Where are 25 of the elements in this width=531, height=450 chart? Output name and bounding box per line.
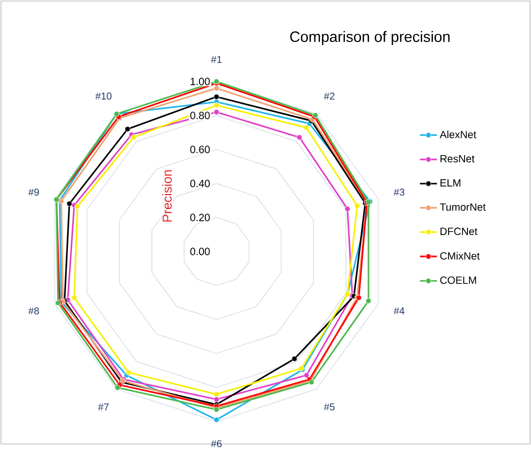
spoke-label: #5 bbox=[324, 403, 335, 410]
legend-label: AlexNet bbox=[440, 130, 476, 138]
legend-label: COELM bbox=[440, 276, 476, 284]
text: Precision bbox=[162, 170, 172, 222]
y-tick-label: 0.60 bbox=[190, 146, 210, 153]
legend-label: DFCNet bbox=[440, 227, 478, 235]
spoke-label: #6 bbox=[211, 440, 222, 447]
legend-label: ELM bbox=[440, 179, 460, 186]
spoke-label: #2 bbox=[324, 92, 334, 100]
y-tick-label: 0.00 bbox=[190, 248, 210, 255]
y-tick-label: 1.00 bbox=[190, 78, 210, 85]
legend-label: ResNet bbox=[440, 154, 474, 162]
spoke-label: #3 bbox=[394, 188, 404, 196]
spoke-label: #9 bbox=[28, 188, 39, 196]
spoke-label: #8 bbox=[28, 307, 39, 314]
spoke-label: #4 bbox=[394, 307, 404, 314]
y-tick-label: 0.80 bbox=[190, 112, 210, 119]
chart-title: Comparison of precision bbox=[290, 30, 450, 45]
spoke-label: #10 bbox=[95, 92, 112, 100]
spoke-label: #7 bbox=[98, 403, 109, 410]
legend-label: CMixNet bbox=[440, 252, 480, 260]
y-tick-label: 0.40 bbox=[190, 180, 210, 187]
y-tick-label: 0.20 bbox=[190, 214, 210, 221]
spoke-label: #1 bbox=[211, 56, 222, 63]
legend-label: TumorNet bbox=[440, 203, 486, 211]
